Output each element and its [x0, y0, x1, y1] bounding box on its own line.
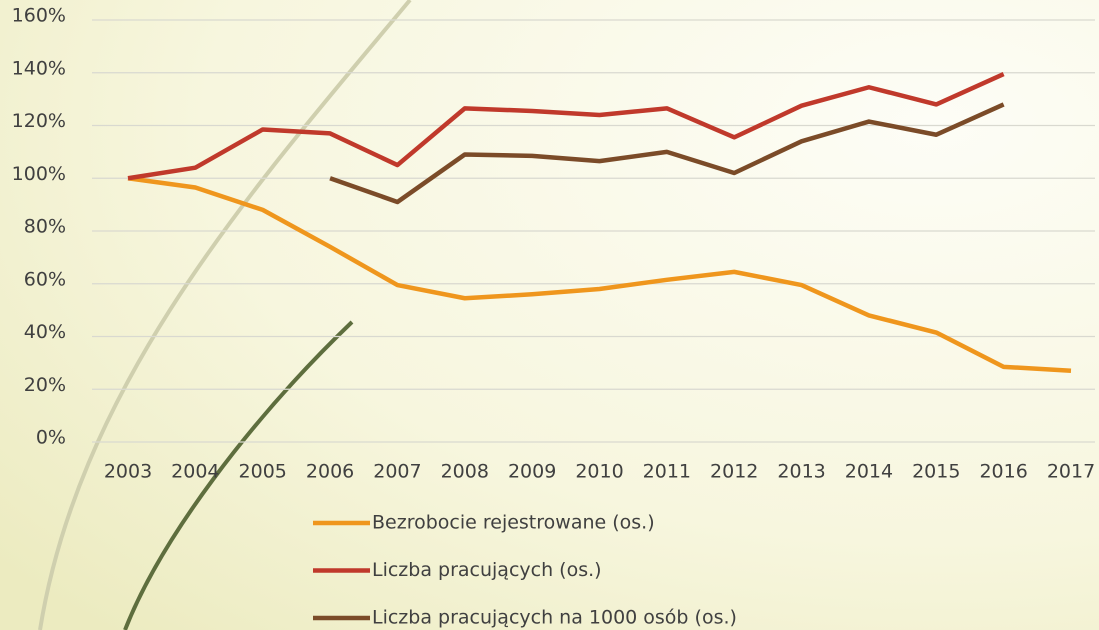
x-tick-label: 2011	[643, 461, 691, 483]
y-tick-label: 0%	[36, 427, 66, 449]
x-tick-label: 2010	[575, 461, 623, 483]
y-tick-label: 20%	[24, 374, 66, 396]
decor-curve	[123, 320, 354, 630]
y-tick-label: 100%	[12, 163, 66, 185]
x-tick-label: 2005	[239, 461, 287, 483]
legend-label: Bezrobocie rejestrowane (os.)	[372, 512, 655, 534]
x-tick-label: 2009	[508, 461, 556, 483]
x-tick-label: 2006	[306, 461, 354, 483]
series-line	[127, 72, 1005, 181]
y-tick-label: 80%	[24, 216, 66, 238]
x-tick-label: 2017	[1047, 461, 1095, 483]
series-line	[127, 176, 1072, 374]
x-tick-label: 2004	[171, 461, 219, 483]
y-tick-label: 160%	[12, 5, 66, 27]
series-line	[329, 102, 1005, 205]
y-tick-label: 60%	[24, 268, 66, 290]
x-tick-label: 2003	[104, 461, 152, 483]
x-tick-label: 2015	[912, 461, 960, 483]
x-tick-label: 2013	[777, 461, 825, 483]
x-tick-label: 2012	[710, 461, 758, 483]
legend-label: Liczba pracujących na 1000 osób (os.)	[372, 607, 737, 629]
y-tick-label: 140%	[12, 57, 66, 79]
decor-curve	[38, 0, 412, 630]
x-tick-label: 2016	[979, 461, 1027, 483]
x-tick-label: 2014	[845, 461, 893, 483]
x-tick-label: 2008	[441, 461, 489, 483]
legend-label: Liczba pracujących (os.)	[372, 559, 602, 581]
y-tick-label: 120%	[12, 110, 66, 132]
x-tick-label: 2007	[373, 461, 421, 483]
y-tick-label: 40%	[24, 321, 66, 343]
